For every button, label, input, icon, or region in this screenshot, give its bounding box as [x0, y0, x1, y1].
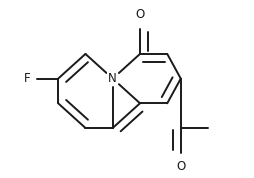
Text: O: O [176, 160, 185, 173]
Text: O: O [135, 9, 145, 22]
Text: F: F [24, 72, 31, 85]
Text: N: N [108, 72, 117, 85]
